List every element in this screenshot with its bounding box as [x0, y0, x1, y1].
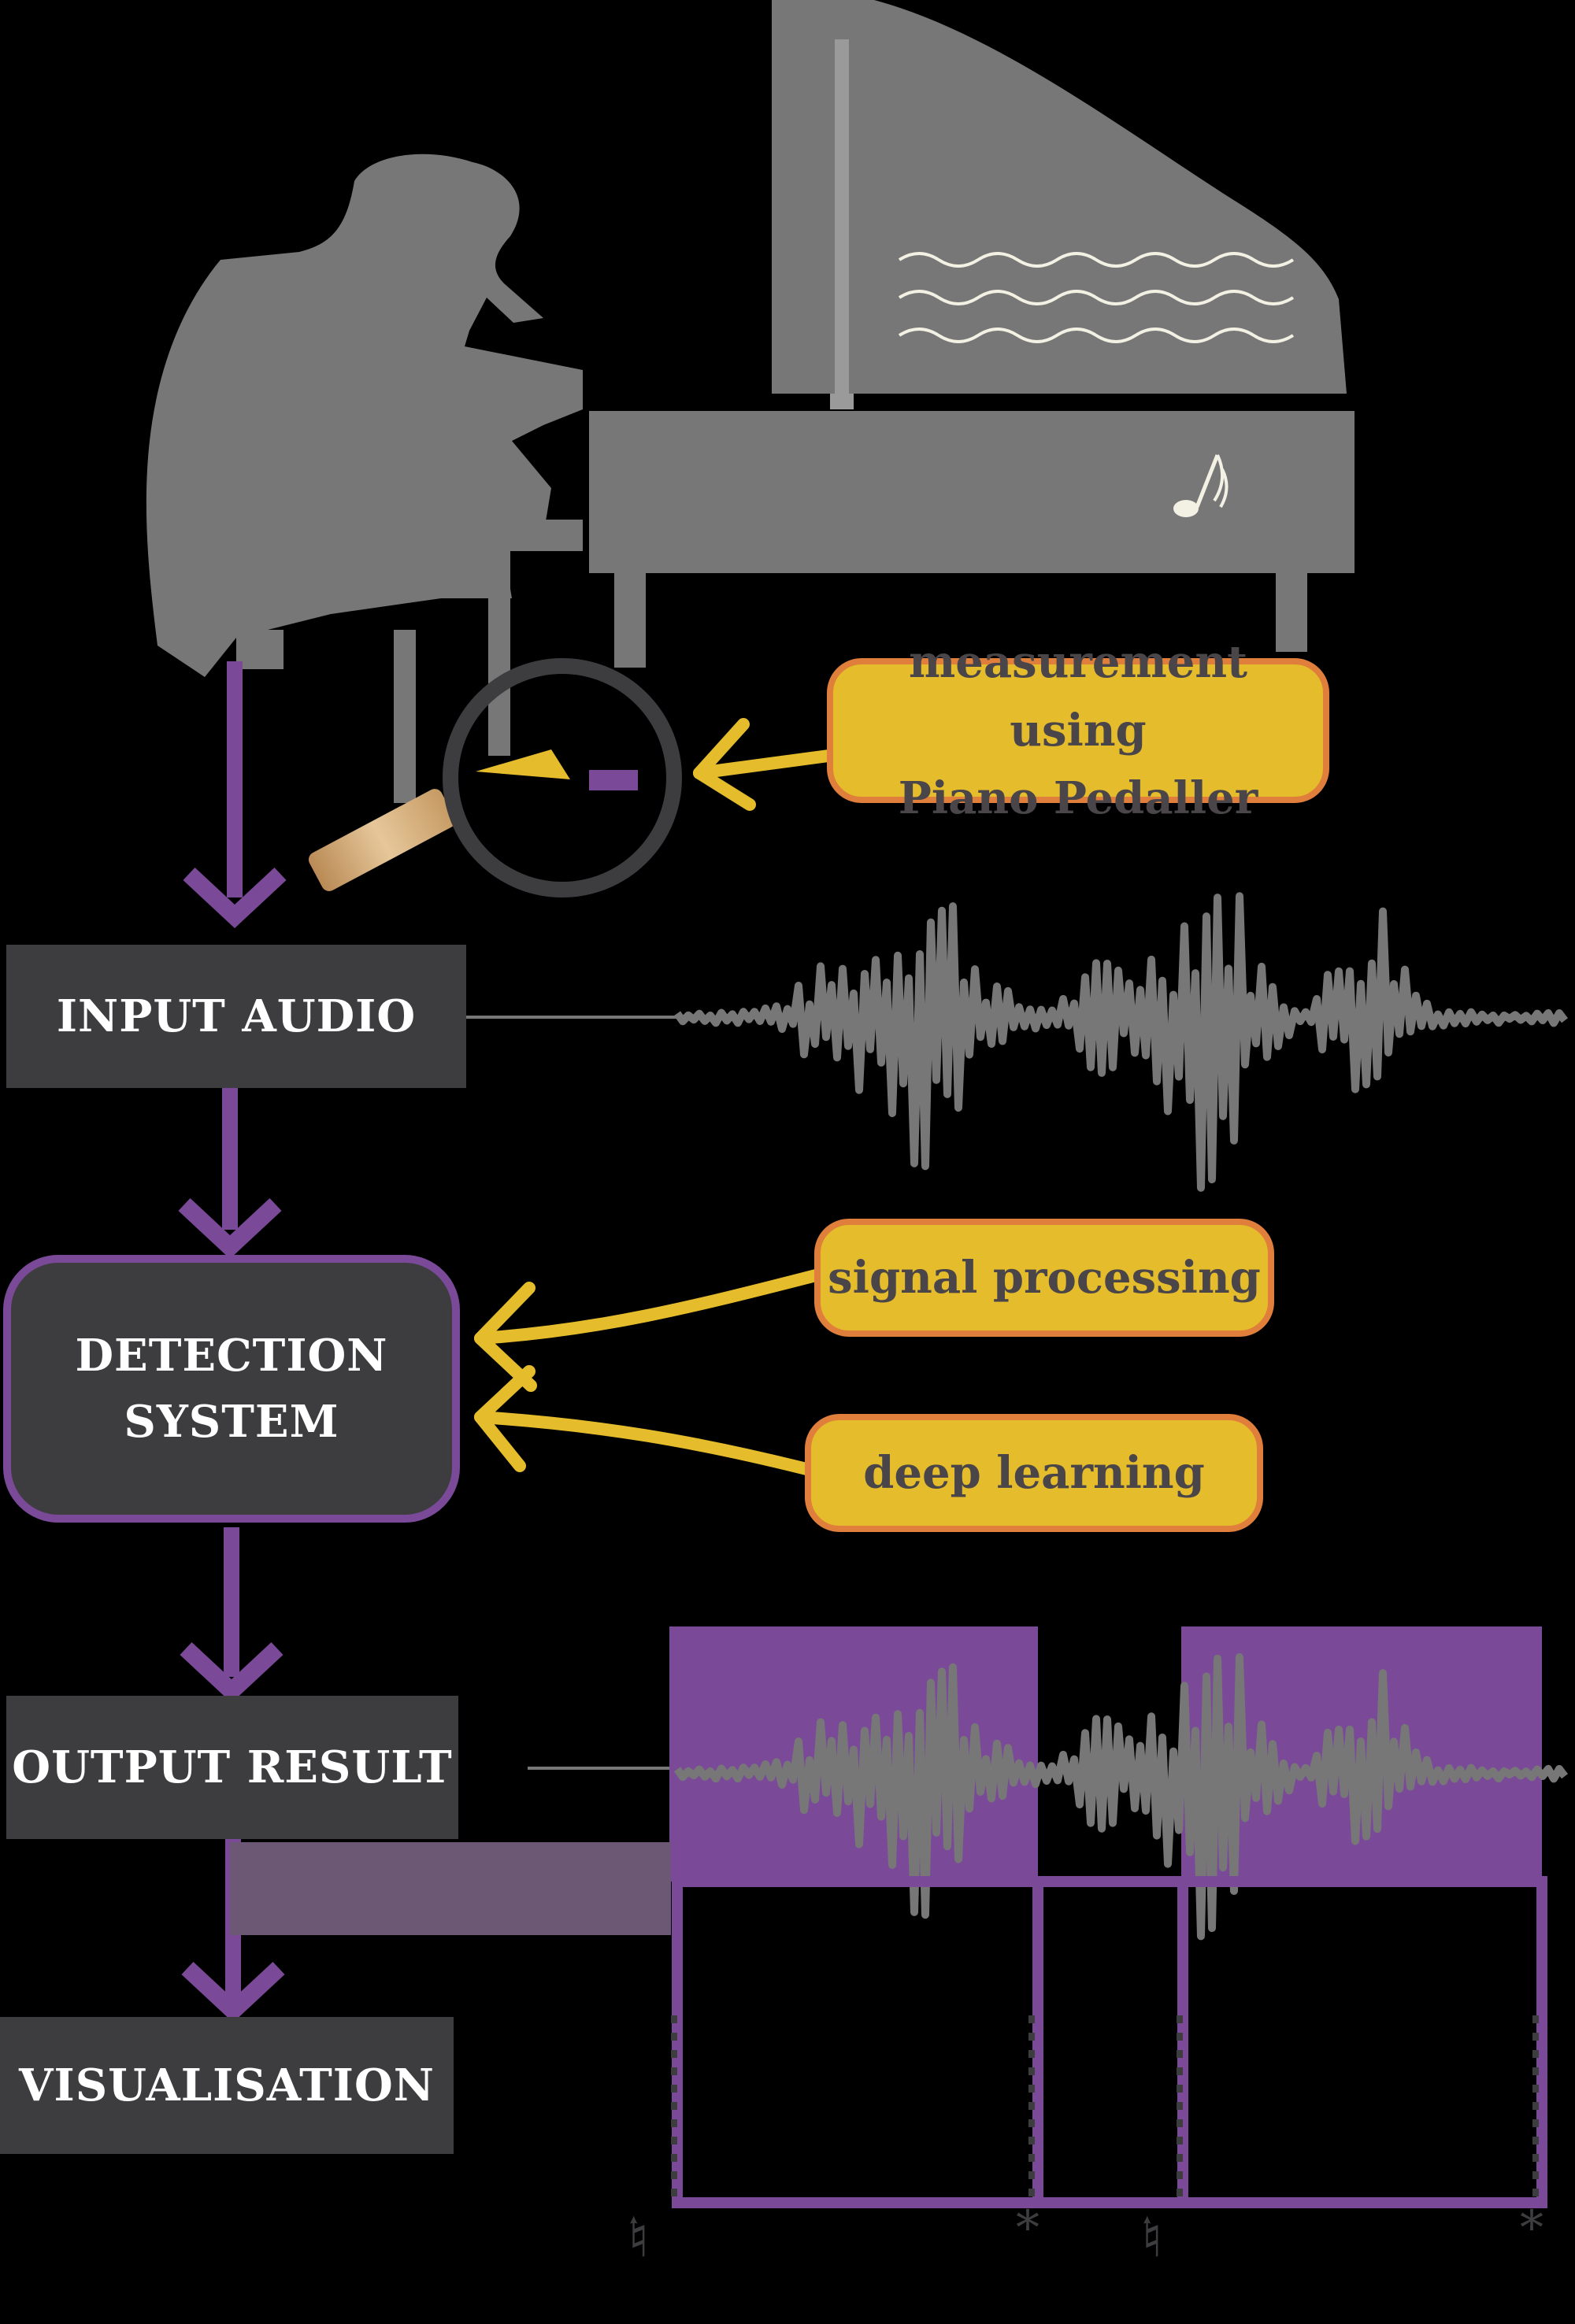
sustain-pedal-icon: [476, 749, 638, 790]
output-result-label: OUTPUT RESULT: [12, 1741, 453, 1793]
output-result-box: OUTPUT RESULT: [6, 1696, 458, 1839]
music-note-icon: [1173, 454, 1228, 517]
waveform-output: [673, 1652, 1568, 1941]
visualisation-dashes: [671, 2015, 1539, 2204]
piano-pedaller-line-2: Piano Pedaller: [898, 772, 1258, 825]
signal-processing-callout: signal processing: [814, 1219, 1274, 1337]
visualisation-label: VISUALISATION: [19, 2059, 435, 2111]
detection-system-label-1: DETECTION: [75, 1330, 388, 1382]
output-connector: [230, 1767, 671, 1935]
detection-system-box: DETECTION SYSTEM: [3, 1255, 460, 1523]
waveform-icon: [466, 892, 1568, 1192]
input-audio-label: INPUT AUDIO: [56, 990, 417, 1042]
deep-learning-callout: deep learning: [805, 1414, 1263, 1532]
deep-learning-label: deep learning: [863, 1446, 1205, 1499]
signal-processing-label: signal processing: [828, 1251, 1261, 1304]
piano-pedaller-line-1: measurement using: [908, 635, 1247, 757]
visualisation-markers: 𝄮 * 𝄮 *: [630, 2200, 1544, 2258]
grand-piano-icon: [589, 0, 1354, 668]
callout-arrows: [474, 718, 835, 1475]
magnifying-glass-icon: [308, 658, 682, 897]
input-audio-box: INPUT AUDIO: [6, 945, 466, 1088]
svg-text:𝄮: 𝄮: [1143, 2204, 1160, 2258]
svg-text:*: *: [1520, 2200, 1544, 2256]
pianist-silhouette-icon: [146, 154, 584, 803]
visualisation-box: VISUALISATION: [0, 2017, 454, 2154]
svg-text:*: *: [1016, 2200, 1040, 2256]
detection-system-label-2: SYSTEM: [124, 1396, 339, 1448]
svg-text:𝄮: 𝄮: [630, 2204, 647, 2258]
flow-arrowheads: [178, 867, 287, 2023]
pedal-off-icon: [672, 1876, 1547, 2208]
piano-pedaller-callout: measurement using Piano Pedaller: [827, 636, 1329, 824]
